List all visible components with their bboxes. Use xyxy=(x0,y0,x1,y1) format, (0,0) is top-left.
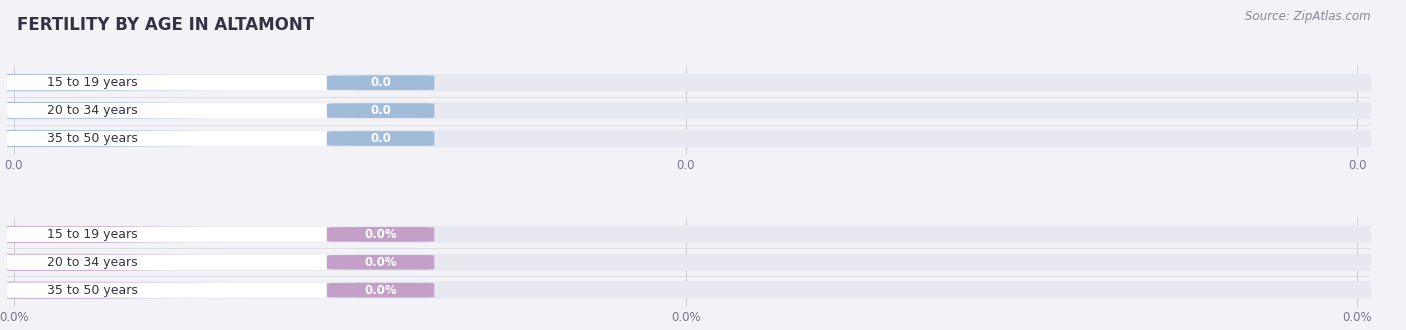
Text: 15 to 19 years: 15 to 19 years xyxy=(48,228,138,241)
FancyBboxPatch shape xyxy=(6,227,359,242)
FancyBboxPatch shape xyxy=(0,226,1382,243)
FancyBboxPatch shape xyxy=(0,281,1382,299)
FancyBboxPatch shape xyxy=(0,74,1382,91)
FancyBboxPatch shape xyxy=(0,102,1382,119)
Text: 0.0: 0.0 xyxy=(370,76,391,89)
Text: 20 to 34 years: 20 to 34 years xyxy=(48,256,138,269)
FancyBboxPatch shape xyxy=(0,130,1382,147)
Text: Source: ZipAtlas.com: Source: ZipAtlas.com xyxy=(1246,10,1371,23)
Text: 0.0%: 0.0% xyxy=(364,228,396,241)
FancyBboxPatch shape xyxy=(326,283,434,298)
FancyBboxPatch shape xyxy=(6,254,359,270)
Text: 0.0%: 0.0% xyxy=(364,284,396,297)
FancyBboxPatch shape xyxy=(6,131,359,146)
FancyBboxPatch shape xyxy=(0,254,1382,271)
FancyBboxPatch shape xyxy=(6,75,359,90)
Circle shape xyxy=(0,282,398,298)
Text: 35 to 50 years: 35 to 50 years xyxy=(48,132,138,145)
FancyBboxPatch shape xyxy=(326,103,434,118)
Text: 0.0: 0.0 xyxy=(370,132,391,145)
Circle shape xyxy=(0,75,398,90)
FancyBboxPatch shape xyxy=(6,282,359,298)
Circle shape xyxy=(0,131,398,146)
Text: 0.0%: 0.0% xyxy=(364,256,396,269)
Text: 15 to 19 years: 15 to 19 years xyxy=(48,76,138,89)
Text: FERTILITY BY AGE IN ALTAMONT: FERTILITY BY AGE IN ALTAMONT xyxy=(17,16,314,35)
Circle shape xyxy=(0,254,398,270)
Circle shape xyxy=(0,103,398,118)
Text: 35 to 50 years: 35 to 50 years xyxy=(48,284,138,297)
Text: 0.0: 0.0 xyxy=(370,104,391,117)
FancyBboxPatch shape xyxy=(326,255,434,270)
Text: 20 to 34 years: 20 to 34 years xyxy=(48,104,138,117)
FancyBboxPatch shape xyxy=(326,75,434,90)
Circle shape xyxy=(0,227,398,242)
FancyBboxPatch shape xyxy=(326,227,434,242)
FancyBboxPatch shape xyxy=(6,103,359,118)
FancyBboxPatch shape xyxy=(326,131,434,146)
